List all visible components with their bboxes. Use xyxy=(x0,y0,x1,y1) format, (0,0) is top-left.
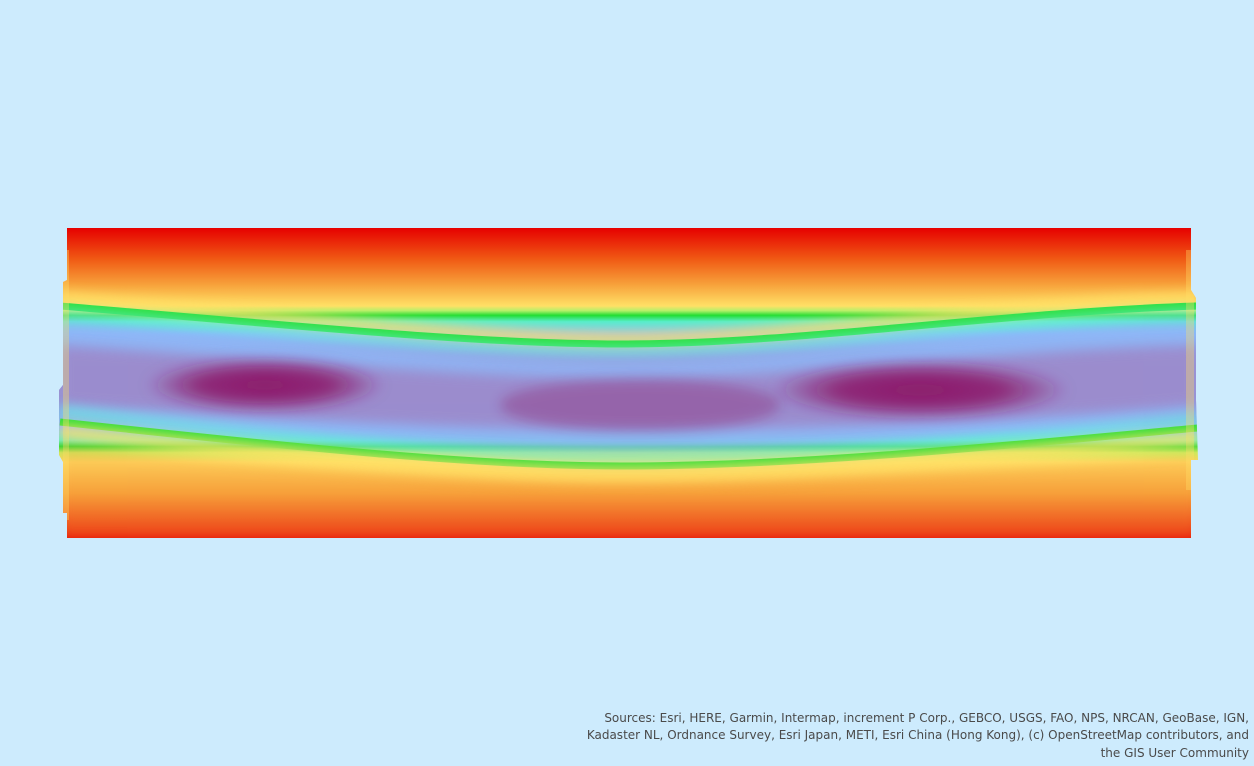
map-attribution: Sources: Esri, HERE, Garmin, Intermap, i… xyxy=(586,710,1249,760)
